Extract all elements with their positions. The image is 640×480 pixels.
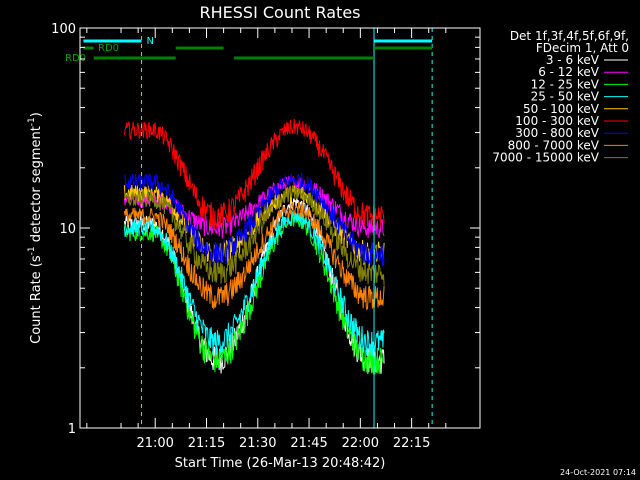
rd0-label-top: RD0 xyxy=(98,43,119,54)
x-tick-label: 22:00 xyxy=(342,436,379,451)
legend-label: 800 - 7000 keV xyxy=(508,138,600,152)
series-layer xyxy=(123,118,385,375)
series-line-5 xyxy=(123,118,385,230)
series-line-3 xyxy=(123,209,385,357)
y-label-exp2: -1 xyxy=(27,117,37,126)
x-tick-label: 21:30 xyxy=(239,436,276,451)
legend-label: 12 - 25 keV xyxy=(531,77,600,91)
legend-title-line2: FDecim 1, Att 0 xyxy=(536,41,629,55)
x-tick-label: 21:15 xyxy=(188,436,225,451)
x-tick-label: 22:15 xyxy=(393,436,430,451)
series-line-7 xyxy=(123,200,385,311)
legend-label: 300 - 800 keV xyxy=(515,126,599,140)
y-label-part2: detector segment xyxy=(29,126,44,246)
series-line-8 xyxy=(123,185,385,286)
y-tick-label: 1 xyxy=(68,422,76,437)
series-line-6 xyxy=(124,172,385,267)
legend-label: 50 - 100 keV xyxy=(523,102,600,116)
rd0-label-left: RD0 xyxy=(65,53,86,64)
axis-layer: 1 10 100 21:00 21:15 21:30 21:45 22:00 22:15 xyxy=(51,22,480,451)
timestamp: 24-Oct-2021 07:14 xyxy=(560,468,636,477)
x-tick-label: 21:45 xyxy=(290,436,327,451)
y-axis-label: Count Rate (s-1 detector segment-1) xyxy=(27,112,44,344)
annotation-layer: N RD0 RD0 xyxy=(65,28,433,428)
n-label: N xyxy=(147,36,154,47)
x-tick-label: 21:00 xyxy=(136,436,173,451)
legend-label: 100 - 300 keV xyxy=(515,114,599,128)
y-tick-label: 10 xyxy=(59,222,76,237)
y-label-part1: Count Rate (s xyxy=(29,255,44,344)
legend-label: 6 - 12 keV xyxy=(538,65,600,79)
y-tick-label: 100 xyxy=(51,22,76,37)
legend-label: 7000 - 15000 keV xyxy=(492,151,599,165)
y-label-exp1: -1 xyxy=(27,246,37,255)
y-label-part3: ) xyxy=(29,112,44,117)
x-axis-label: Start Time (26-Mar-13 20:48:42) xyxy=(175,456,386,471)
chart-title: RHESSI Count Rates xyxy=(200,3,361,22)
legend-label: 3 - 6 keV xyxy=(546,53,600,67)
legend-label: 25 - 50 keV xyxy=(531,90,600,104)
legend-title-line1: Det 1f,3f,4f,5f,6f,9f, xyxy=(510,29,629,43)
